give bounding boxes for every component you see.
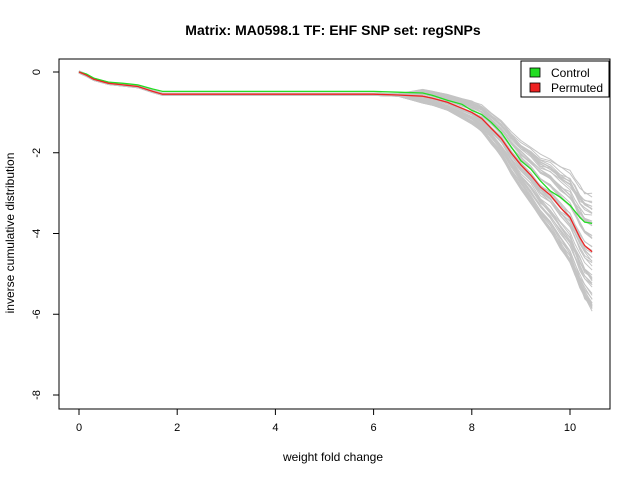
series-line-control xyxy=(78,71,593,225)
permutation-curve xyxy=(78,72,593,276)
permutation-curve xyxy=(78,72,593,309)
permutation-curve xyxy=(78,72,593,294)
x-tick-label: 10 xyxy=(564,422,576,434)
permutation-curve xyxy=(78,71,593,238)
permutation-curve xyxy=(78,72,593,304)
permutation-curve xyxy=(78,72,593,308)
legend-label-permuted: Permuted xyxy=(551,81,603,95)
y-tick-label: -4 xyxy=(31,229,43,239)
chart-title: Matrix: MA0598.1 TF: EHF SNP set: regSNP… xyxy=(185,22,481,38)
x-axis-label: weight fold change xyxy=(282,450,383,464)
permutation-curve xyxy=(78,72,593,307)
permutation-curve xyxy=(78,71,593,237)
permutation-curve xyxy=(78,72,593,310)
x-tick-label: 6 xyxy=(371,422,377,434)
x-tick-label: 2 xyxy=(174,422,180,434)
y-tick-label: -6 xyxy=(31,309,43,319)
axes: 0 2 4 6 8 10 0 -2 -4 -6 -8 xyxy=(31,69,576,434)
legend-swatch-permuted xyxy=(529,82,541,93)
permutation-curve xyxy=(78,72,593,312)
x-tick-label: 8 xyxy=(469,422,475,434)
permutation-curve xyxy=(78,72,593,304)
x-tick-label: 0 xyxy=(76,422,82,434)
y-axis-label: inverse cumulative distribution xyxy=(3,153,17,314)
y-tick-label: 0 xyxy=(31,69,43,75)
y-tick-label: -2 xyxy=(31,148,43,158)
permutation-curve xyxy=(78,70,593,202)
permutation-curve xyxy=(78,70,593,210)
permutation-curves xyxy=(78,70,593,312)
legend-swatch-control xyxy=(529,67,541,78)
permutation-curve xyxy=(78,72,593,306)
permutation-curve xyxy=(78,72,593,300)
permutation-curve xyxy=(78,72,593,296)
data-series xyxy=(78,71,593,253)
legend-label-control: Control xyxy=(551,66,590,80)
permutation-curve xyxy=(78,72,593,304)
permutation-curve xyxy=(78,72,593,300)
permutation-curve xyxy=(78,72,593,306)
legend: Control Permuted xyxy=(520,60,610,98)
x-tick-label: 4 xyxy=(272,422,278,434)
permutation-curve xyxy=(78,72,593,306)
series-line-permuted xyxy=(78,71,593,253)
permutation-curve xyxy=(78,72,593,307)
plot-frame xyxy=(58,58,611,410)
y-tick-label: -8 xyxy=(31,390,43,400)
